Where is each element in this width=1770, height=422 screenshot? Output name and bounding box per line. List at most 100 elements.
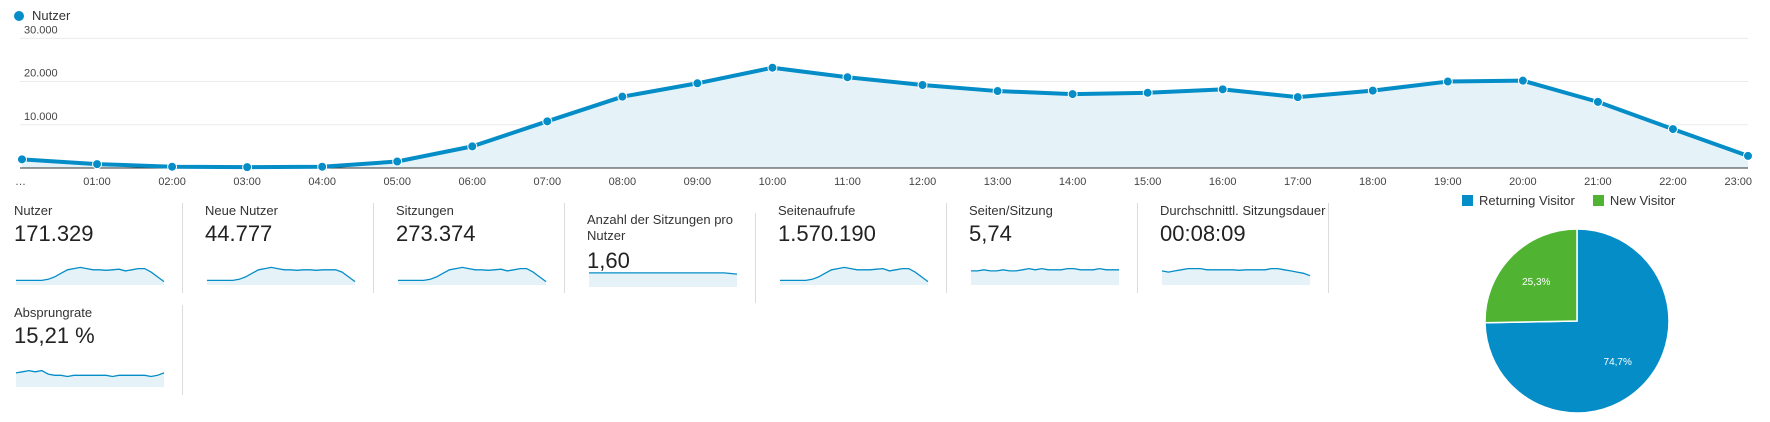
x-tick-label: 10:00 xyxy=(759,176,787,188)
x-tick-label: 22:00 xyxy=(1659,176,1687,188)
pie-legend-item-new[interactable]: New Visitor xyxy=(1592,193,1675,208)
data-point[interactable] xyxy=(1667,124,1678,135)
area-fill xyxy=(22,67,1748,168)
x-tick-label: … xyxy=(15,176,26,188)
pie-slice[interactable] xyxy=(1484,228,1578,324)
metric-seiten-sitzung[interactable]: Seiten/Sitzung 5,74 xyxy=(969,203,1138,293)
metric-nutzer[interactable]: Nutzer 171.329 xyxy=(14,203,183,293)
metric-sitzungsdauer[interactable]: Durchschnittl. Sitzungsdauer 00:08:09 xyxy=(1160,203,1329,293)
pie-legend-label: Returning Visitor xyxy=(1479,193,1575,208)
data-point[interactable] xyxy=(992,86,1003,97)
data-point[interactable] xyxy=(842,72,853,83)
data-point[interactable] xyxy=(1142,87,1153,98)
x-tick-label: 06:00 xyxy=(458,176,486,188)
x-tick-label: 15:00 xyxy=(1134,176,1162,188)
sparkline-area xyxy=(207,267,355,285)
sparkline-area xyxy=(16,370,164,387)
legend-series-label: Nutzer xyxy=(32,8,71,23)
metric-absprungrate[interactable]: Absprungrate 15,21 % xyxy=(14,305,183,395)
data-point[interactable] xyxy=(767,62,778,73)
data-point[interactable] xyxy=(917,80,928,91)
pie-legend-swatch xyxy=(1592,195,1604,206)
main-line-chart: 10.000 20.000 30.000 … 01:00 02:00 03:00 04:00 0… xyxy=(15,26,1753,188)
sparkline-line xyxy=(971,267,1119,272)
pie-legend-item-returning[interactable]: Returning Visitor xyxy=(1462,193,1575,208)
sparkline-area xyxy=(16,267,164,285)
data-point[interactable] xyxy=(392,156,403,167)
metric-sparkline xyxy=(589,272,738,287)
sparkline-line xyxy=(15,369,165,378)
x-tick-label: 05:00 xyxy=(383,176,411,188)
data-point[interactable] xyxy=(1217,84,1228,95)
x-tick-label: 21:00 xyxy=(1584,176,1612,188)
data-point[interactable] xyxy=(242,162,253,173)
data-point[interactable] xyxy=(467,141,478,152)
sparkline-line xyxy=(398,266,547,283)
pie-slice[interactable] xyxy=(1484,228,1670,414)
pie-slice-label: 25,3% xyxy=(1522,277,1550,288)
metric-sitzungen[interactable]: Sitzungen 273.374 xyxy=(396,203,565,293)
metric-neue-nutzer[interactable]: Neue Nutzer 44.777 xyxy=(205,203,374,293)
data-point[interactable] xyxy=(542,116,553,127)
data-point[interactable] xyxy=(1067,89,1078,100)
x-tick-label: 23:00 xyxy=(1724,176,1752,188)
data-point[interactable] xyxy=(167,161,178,172)
x-tick-label: 20:00 xyxy=(1509,176,1537,188)
metric-sparkline xyxy=(15,369,165,387)
metric-value: 273.374 xyxy=(396,221,476,246)
data-point[interactable] xyxy=(1367,85,1378,96)
x-tick-label: 03:00 xyxy=(233,176,261,188)
metric-label: Absprungrate xyxy=(14,305,93,320)
x-tick-label: 18:00 xyxy=(1359,176,1387,188)
x-tick-label: 11:00 xyxy=(834,176,861,188)
metric-label: Sitzungen xyxy=(396,203,454,218)
metric-sparkline xyxy=(971,267,1119,285)
metric-sparkline xyxy=(1161,267,1311,285)
x-tick-label: 14:00 xyxy=(1059,176,1087,188)
main-chart-legend: Nutzer xyxy=(14,8,70,23)
x-tick-label: 17:00 xyxy=(1284,176,1312,188)
metric-value: 1.570.190 xyxy=(778,221,876,246)
sparkline-line xyxy=(780,266,929,283)
metric-value: 44.777 xyxy=(205,221,273,246)
data-point[interactable] xyxy=(1442,76,1453,87)
data-point[interactable] xyxy=(617,91,628,102)
sparkline-area xyxy=(589,272,737,287)
metric-label: Durchschnittl. Sitzungsdauer xyxy=(1160,203,1326,218)
metric-sitzungen-pro-nutzer[interactable]: Anzahl der Sitzungen pro Nutzer 1,60 xyxy=(587,212,756,303)
data-point[interactable] xyxy=(1743,150,1753,161)
data-point[interactable] xyxy=(1517,75,1528,86)
sparkline-line xyxy=(1161,267,1311,277)
metric-label: Nutzer xyxy=(14,203,53,218)
data-point[interactable] xyxy=(1592,96,1603,107)
sparkline-area xyxy=(398,267,546,285)
visitor-type-pie-chart: 74,7% 25,3% xyxy=(1484,228,1670,414)
x-tick-label: 01:00 xyxy=(83,176,111,188)
x-tick-label: 16:00 xyxy=(1209,176,1237,188)
metric-value: 171.329 xyxy=(14,221,94,246)
sparkline-area xyxy=(971,268,1119,285)
data-point[interactable] xyxy=(1292,92,1303,103)
metric-value: 5,74 xyxy=(969,221,1012,246)
data-point[interactable] xyxy=(92,159,103,170)
x-tick-label: 19:00 xyxy=(1434,176,1462,188)
legend-series-dot xyxy=(14,10,24,21)
x-tick-label: 13:00 xyxy=(984,176,1012,188)
x-tick-label: 02:00 xyxy=(158,176,186,188)
metric-sparkline xyxy=(398,266,547,285)
series-line xyxy=(21,65,1749,170)
metric-label: Anzahl der Sitzungen pro Nutzer xyxy=(587,212,733,243)
metric-seitenaufrufe[interactable]: Seitenaufrufe 1.570.190 xyxy=(778,203,947,293)
data-point[interactable] xyxy=(692,78,703,89)
x-tick-label: 12:00 xyxy=(909,176,937,188)
metric-value: 1,60 xyxy=(587,248,630,273)
y-tick-label: 10.000 xyxy=(24,111,58,123)
metric-value: 00:08:09 xyxy=(1160,221,1246,246)
data-point[interactable] xyxy=(317,161,328,172)
y-tick-label: 20.000 xyxy=(24,68,58,80)
x-tick-label: 07:00 xyxy=(534,176,562,188)
data-point[interactable] xyxy=(17,154,27,165)
metric-label: Seiten/Sitzung xyxy=(969,203,1053,218)
sparkline-line xyxy=(207,266,356,283)
sparkline-line xyxy=(589,272,738,275)
